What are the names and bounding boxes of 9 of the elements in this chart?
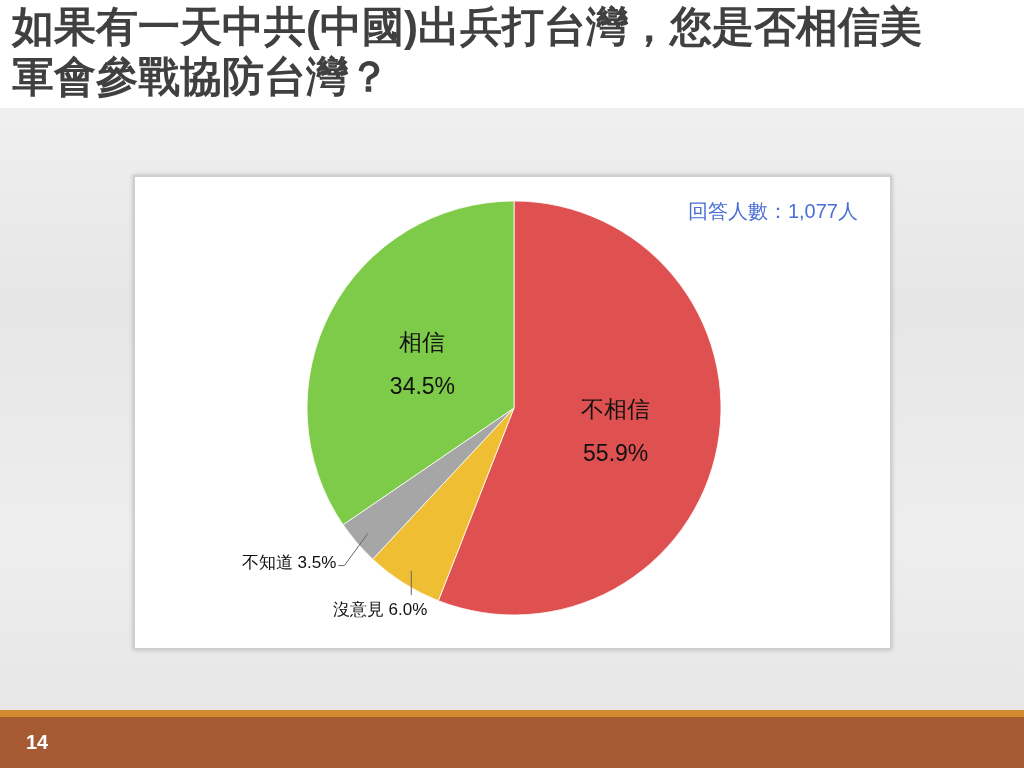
slice-label: 沒意見 6.0% [332, 600, 428, 620]
text: 14 [26, 731, 50, 753]
chart-title: 如果有一天中共(中國)出兵打台灣，您是否相信美軍會參戰協防台灣？ [12, 2, 923, 102]
slice-label: 不相信 [581, 396, 651, 423]
data-label: 55.9% [583, 440, 649, 467]
slice-label: 相信 [399, 328, 446, 355]
slice-label: 不知道 3.5% [241, 552, 337, 572]
text: 回答人數：1,077人 [687, 200, 858, 222]
data-label: 34.5% [389, 372, 456, 399]
